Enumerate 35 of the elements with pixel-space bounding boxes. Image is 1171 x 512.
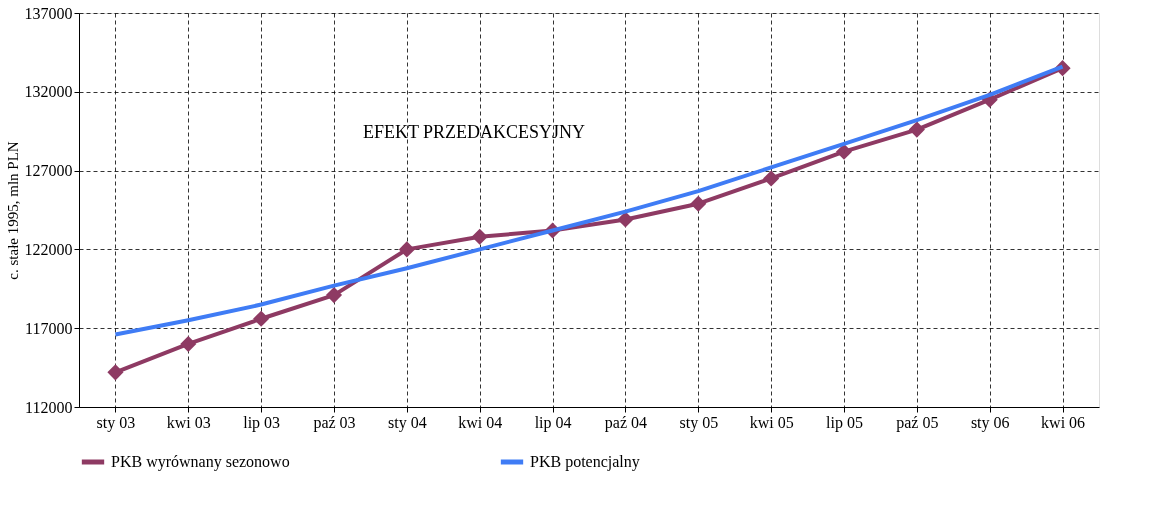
x-tick-label: kwi 04 [458,413,503,431]
point [253,310,270,327]
x-tick-label: paź 03 [313,413,356,432]
y-tick-label: 117000 [25,319,73,337]
point [180,335,197,353]
x-tick-label: lip 03 [243,413,281,432]
x-tick-label: lip 05 [826,413,863,432]
annotation: EFEKT PRZEDAKCESYJNY [362,122,586,142]
y-tick-label: 137000 [24,4,73,22]
x-tick-label: lip 04 [534,413,572,432]
point [835,143,853,160]
x-tick-label: kwi 05 [749,413,794,431]
x-tick-label: kwi 03 [166,413,211,431]
y-tick-label: 112000 [25,398,73,416]
x-tick-label: sty 04 [388,413,427,432]
legend-label: PKB potencjalny [530,453,640,471]
x-tick-label: sty 05 [679,413,719,432]
point [398,241,415,258]
point [617,211,634,228]
x-tick-label: kwi 06 [1041,413,1086,431]
y-tick-label: 132000 [24,83,73,101]
point [763,170,780,187]
x-tick-label: sty 03 [96,413,136,432]
x-tick-label: paź 04 [604,413,648,432]
point [107,364,124,381]
point [690,195,707,212]
point [908,121,925,138]
y-tick-label: 127000 [24,162,73,180]
legend-label: PKB wyrównany sezonowo [111,453,290,471]
point [325,287,343,304]
y-axis-title: c. stałe 1995, mln PLN [4,141,21,280]
x-tick-label: paź 05 [896,413,939,432]
y-tick-label: 122000 [24,240,73,258]
point [471,228,488,245]
x-tick-label: sty 06 [970,413,1010,432]
